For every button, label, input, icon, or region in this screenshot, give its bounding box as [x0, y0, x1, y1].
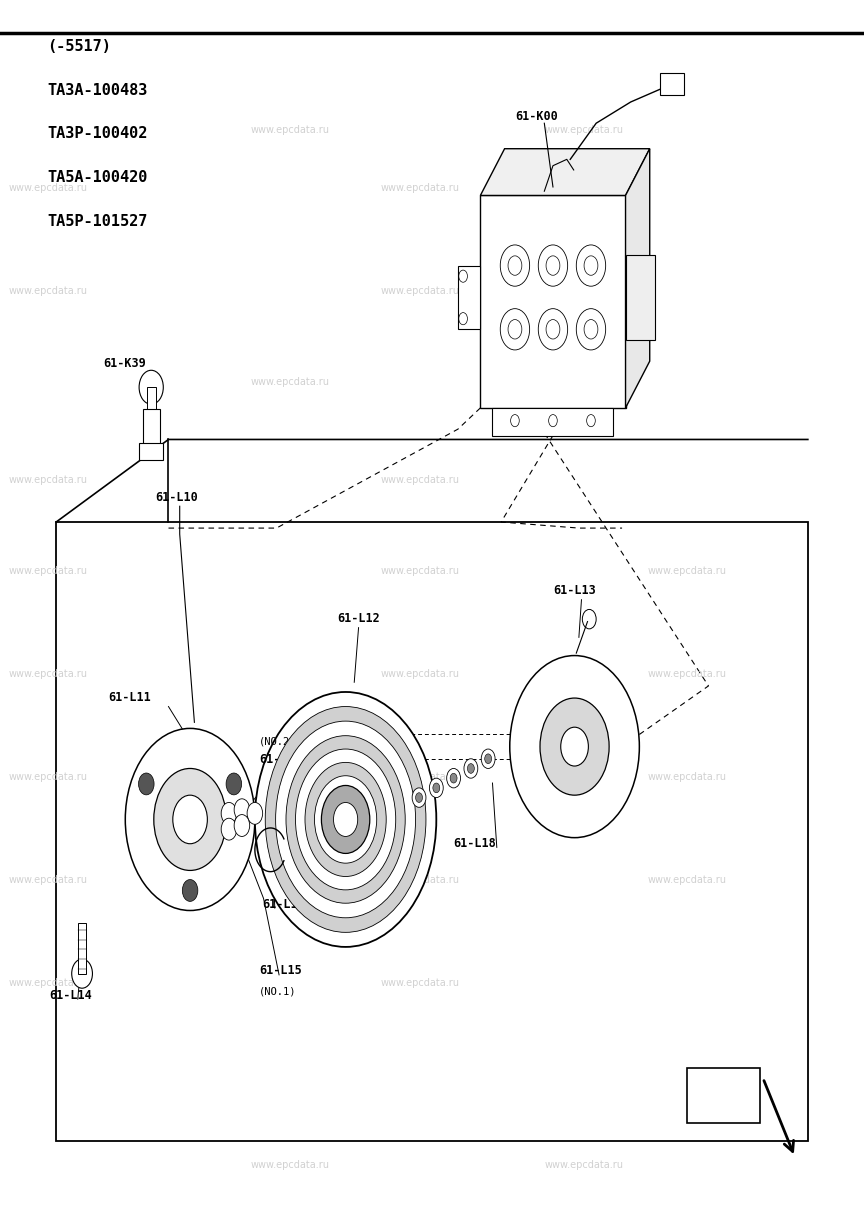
Circle shape	[173, 795, 207, 844]
Circle shape	[321, 785, 370, 853]
Text: www.epcdata.ru: www.epcdata.ru	[544, 1161, 623, 1170]
Text: www.epcdata.ru: www.epcdata.ru	[380, 875, 459, 885]
Text: www.epcdata.ru: www.epcdata.ru	[648, 875, 727, 885]
Bar	[687, 1068, 760, 1123]
Text: (-5517): (-5517)	[48, 39, 111, 53]
Circle shape	[125, 728, 255, 910]
Text: 61-L11: 61-L11	[108, 691, 150, 704]
Circle shape	[314, 776, 377, 863]
Circle shape	[467, 764, 474, 773]
Text: www.epcdata.ru: www.epcdata.ru	[251, 378, 329, 387]
Text: www.epcdata.ru: www.epcdata.ru	[380, 183, 459, 193]
Text: 61-L13: 61-L13	[553, 584, 595, 597]
Circle shape	[295, 749, 396, 890]
Bar	[660, 73, 684, 95]
Circle shape	[450, 773, 457, 783]
Circle shape	[139, 370, 163, 404]
Circle shape	[234, 799, 250, 821]
Circle shape	[416, 793, 422, 802]
Circle shape	[247, 802, 263, 824]
Circle shape	[138, 773, 154, 795]
Circle shape	[510, 656, 639, 838]
Bar	[139, 443, 163, 460]
Text: 61-K39: 61-K39	[104, 357, 146, 370]
Polygon shape	[626, 149, 650, 408]
Text: www.epcdata.ru: www.epcdata.ru	[251, 1161, 329, 1170]
Text: www.epcdata.ru: www.epcdata.ru	[648, 566, 727, 575]
Text: 61-L15: 61-L15	[259, 753, 302, 766]
Text: www.epcdata.ru: www.epcdata.ru	[380, 978, 459, 988]
Text: www.epcdata.ru: www.epcdata.ru	[380, 475, 459, 484]
Text: www.epcdata.ru: www.epcdata.ru	[9, 875, 87, 885]
Circle shape	[286, 736, 405, 903]
Text: TA5P-101527: TA5P-101527	[48, 214, 148, 228]
Bar	[143, 409, 160, 446]
Text: www.epcdata.ru: www.epcdata.ru	[9, 183, 87, 193]
Circle shape	[72, 959, 92, 988]
Circle shape	[226, 773, 242, 795]
Text: 61-L12: 61-L12	[337, 612, 379, 625]
Bar	[147, 387, 156, 409]
Text: www.epcdata.ru: www.epcdata.ru	[9, 669, 87, 679]
Text: 61-K00: 61-K00	[515, 110, 557, 124]
Text: www.epcdata.ru: www.epcdata.ru	[380, 772, 459, 782]
Text: TA5A-100420: TA5A-100420	[48, 170, 148, 185]
Circle shape	[305, 762, 386, 877]
Circle shape	[464, 759, 478, 778]
Circle shape	[481, 749, 495, 768]
Circle shape	[255, 692, 436, 947]
Circle shape	[265, 707, 426, 932]
Text: TA3P-100402: TA3P-100402	[48, 126, 148, 141]
Circle shape	[154, 768, 226, 870]
Text: www.epcdata.ru: www.epcdata.ru	[251, 125, 329, 135]
Text: (NO.1): (NO.1)	[259, 987, 296, 997]
Text: www.epcdata.ru: www.epcdata.ru	[544, 125, 623, 135]
Circle shape	[221, 802, 237, 824]
Bar	[492, 408, 613, 436]
Bar	[480, 195, 626, 408]
Circle shape	[447, 768, 461, 788]
Text: www.epcdata.ru: www.epcdata.ru	[9, 978, 87, 988]
Text: 61-L18: 61-L18	[454, 836, 496, 850]
Text: TA3A-100483: TA3A-100483	[48, 83, 148, 97]
Text: 61-L16: 61-L16	[262, 897, 304, 910]
Circle shape	[412, 788, 426, 807]
Circle shape	[234, 815, 250, 836]
Text: www.epcdata.ru: www.epcdata.ru	[9, 566, 87, 575]
Circle shape	[429, 778, 443, 798]
Text: www.epcdata.ru: www.epcdata.ru	[380, 287, 459, 296]
Circle shape	[485, 754, 492, 764]
Text: 61-L10: 61-L10	[156, 490, 198, 504]
Bar	[78, 923, 86, 974]
Bar	[626, 255, 655, 340]
Text: www.epcdata.ru: www.epcdata.ru	[9, 772, 87, 782]
Text: FWD: FWD	[695, 1089, 717, 1102]
Text: 61-L14: 61-L14	[49, 988, 92, 1002]
Text: 61-L15: 61-L15	[259, 964, 302, 977]
Bar	[56, 522, 808, 1141]
Text: www.epcdata.ru: www.epcdata.ru	[380, 566, 459, 575]
Circle shape	[276, 721, 416, 918]
Circle shape	[182, 879, 198, 901]
Text: www.epcdata.ru: www.epcdata.ru	[380, 669, 459, 679]
Bar	[458, 266, 480, 329]
Circle shape	[540, 698, 609, 795]
Text: (NO.2): (NO.2)	[259, 737, 296, 747]
Text: www.epcdata.ru: www.epcdata.ru	[648, 772, 727, 782]
Circle shape	[221, 818, 237, 840]
Circle shape	[433, 783, 440, 793]
Circle shape	[561, 727, 588, 766]
Text: www.epcdata.ru: www.epcdata.ru	[9, 287, 87, 296]
Circle shape	[334, 802, 358, 836]
Text: www.epcdata.ru: www.epcdata.ru	[9, 475, 87, 484]
Text: www.epcdata.ru: www.epcdata.ru	[544, 378, 623, 387]
Polygon shape	[480, 149, 650, 195]
Text: www.epcdata.ru: www.epcdata.ru	[648, 669, 727, 679]
